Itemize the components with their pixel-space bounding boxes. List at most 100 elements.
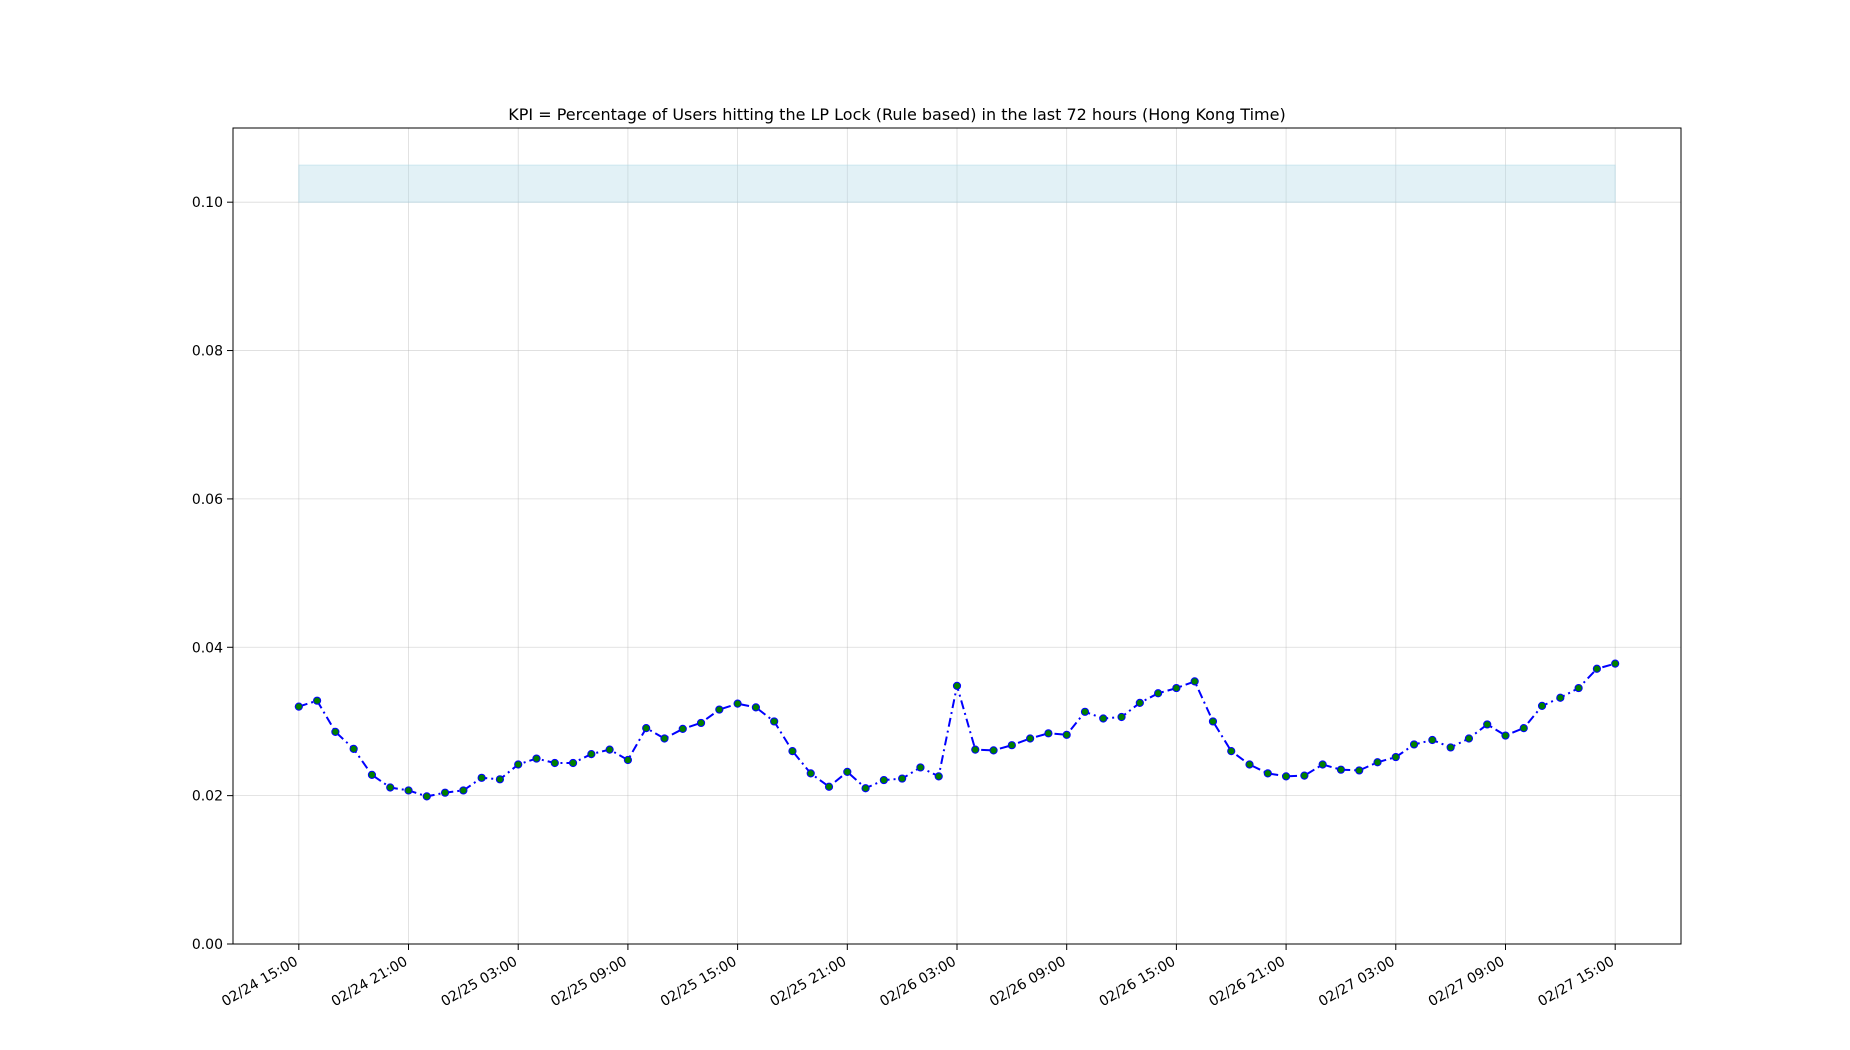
data-point: [1062, 730, 1071, 739]
chart-title: KPI = Percentage of Users hitting the LP…: [508, 105, 1285, 124]
data-point: [422, 792, 431, 801]
data-point: [696, 718, 706, 728]
x-tick-label: 02/27 09:00: [1426, 954, 1508, 1010]
data-point: [550, 758, 559, 768]
data-point: [1318, 760, 1327, 769]
data-point: [1154, 689, 1163, 698]
data-point: [587, 749, 596, 759]
data-point: [843, 767, 852, 776]
data-point: [1574, 683, 1583, 693]
x-tick-label: 02/26 03:00: [877, 954, 959, 1010]
data-point: [440, 788, 450, 797]
data-point: [1007, 741, 1016, 750]
data-point: [1190, 677, 1199, 686]
data-point: [1519, 724, 1528, 733]
data-point: [1135, 698, 1144, 708]
data-point: [1556, 693, 1565, 702]
data-point: [1336, 765, 1346, 774]
series-group: [294, 659, 1620, 801]
data-point: [1592, 664, 1601, 673]
data-point: [934, 772, 943, 781]
data-point: [989, 746, 998, 755]
data-point: [1483, 720, 1492, 729]
x-tick-label: 02/24 15:00: [219, 954, 301, 1010]
y-tick-label: 0.02: [192, 789, 223, 805]
data-point: [1044, 729, 1053, 738]
data-point: [806, 769, 815, 778]
data-point: [1446, 743, 1455, 752]
tick-labels: 0.00 0.02 0.04 0.06 0.08 0.10 02/24 15:00 02/24…: [192, 195, 1617, 1010]
x-tick-label: 02/25 03:00: [438, 954, 520, 1010]
y-tick-label: 0.06: [192, 492, 223, 508]
axes: [227, 127, 1682, 950]
data-point: [313, 696, 322, 705]
data-point: [1281, 772, 1291, 781]
data-point: [1172, 683, 1181, 693]
data-point: [294, 702, 303, 711]
y-tick-label: 0.00: [192, 937, 223, 953]
y-tick-label: 0.04: [192, 640, 223, 656]
data-point: [459, 786, 468, 795]
data-point: [331, 727, 340, 736]
data-point: [861, 784, 870, 793]
x-tick-label: 02/25 15:00: [658, 954, 740, 1010]
data-point: [1428, 735, 1437, 745]
data-point: [971, 745, 980, 754]
data-point: [623, 755, 633, 765]
data-point: [660, 734, 669, 743]
grid-lines: [233, 128, 1681, 945]
data-point: [605, 745, 614, 754]
data-point: [1373, 758, 1382, 767]
data-point: [898, 774, 907, 783]
data-point: [879, 775, 888, 785]
data-point: [1537, 701, 1547, 710]
x-tick-label: 02/24 21:00: [329, 954, 411, 1010]
data-point: [1391, 752, 1400, 762]
data-point: [1300, 771, 1309, 780]
data-point: [1026, 734, 1035, 743]
data-point: [1117, 712, 1126, 722]
data-point: [715, 705, 724, 714]
data-point: [1409, 740, 1419, 749]
threshold-band-group: [298, 164, 1616, 203]
data-point: [788, 747, 797, 756]
data-point: [1355, 766, 1364, 775]
data-point: [1464, 734, 1474, 743]
data-point: [404, 786, 413, 795]
data-point: [1099, 714, 1108, 723]
data-point: [477, 773, 486, 782]
x-tick-label: 02/26 21:00: [1206, 954, 1288, 1010]
data-point: [642, 724, 651, 733]
x-tick-label: 02/26 09:00: [987, 954, 1069, 1010]
data-point: [495, 775, 505, 784]
x-tick-label: 02/27 03:00: [1316, 954, 1398, 1010]
data-point: [952, 681, 962, 690]
data-point: [386, 783, 395, 792]
data-point: [532, 754, 541, 763]
y-tick-label: 0.08: [192, 344, 223, 360]
data-point: [770, 717, 779, 726]
data-point: [1245, 760, 1254, 769]
data-point: [1611, 659, 1620, 668]
data-point: [916, 763, 925, 772]
data-point: [568, 758, 578, 768]
data-point: [751, 703, 760, 712]
x-tick-label: 02/27 15:00: [1535, 954, 1617, 1010]
x-tick-label: 02/26 15:00: [1097, 954, 1179, 1010]
x-tick-label: 02/25 21:00: [768, 954, 850, 1010]
data-point: [1208, 717, 1218, 726]
data-point: [733, 699, 742, 708]
data-point: [678, 724, 687, 733]
threshold-band: [298, 164, 1616, 203]
x-tick-label: 02/25 09:00: [548, 954, 630, 1010]
data-point: [349, 744, 358, 754]
data-point: [367, 770, 377, 779]
data-point: [514, 760, 523, 769]
data-point: [1227, 747, 1236, 756]
data-point: [1263, 769, 1272, 778]
data-point: [1080, 707, 1090, 716]
data-point: [1501, 731, 1510, 740]
data-point: [824, 782, 834, 791]
